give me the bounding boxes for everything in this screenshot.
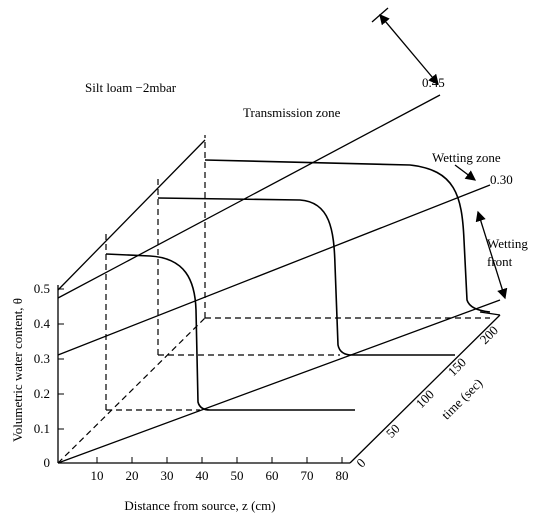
annotation: Wetting bbox=[487, 236, 528, 251]
y-tick-label: 0.4 bbox=[34, 316, 51, 331]
annotation: 0.30 bbox=[490, 172, 513, 187]
x-tick-label: 80 bbox=[336, 468, 349, 483]
x-tick-label: 40 bbox=[196, 468, 209, 483]
t-tick-label: 100 bbox=[413, 387, 437, 411]
x-tick-label: 60 bbox=[266, 468, 279, 483]
t-axis-label: time (sec) bbox=[438, 375, 485, 422]
x-tick-label: 20 bbox=[126, 468, 139, 483]
y-tick-label: 0.1 bbox=[34, 421, 50, 436]
annotation: Transmission zone bbox=[243, 105, 341, 120]
annotation: 0.45 bbox=[422, 75, 445, 90]
snapshots bbox=[105, 135, 491, 411]
y-tick-label: 0 bbox=[44, 455, 51, 470]
y-axis-label: Volumetric water content, θ bbox=[10, 298, 25, 442]
x-axis-label: Distance from source, z (cm) bbox=[124, 498, 275, 513]
t-tick-label: 150 bbox=[445, 355, 469, 379]
y-tick-label: 0.5 bbox=[34, 281, 50, 296]
annotation: Wetting zone bbox=[432, 150, 501, 165]
title: Silt loam −2mbar bbox=[85, 80, 177, 95]
annotation: front bbox=[487, 254, 513, 269]
y-tick-label: 0.2 bbox=[34, 386, 50, 401]
x-tick-label: 30 bbox=[161, 468, 174, 483]
t-tick-label: 50 bbox=[383, 421, 403, 441]
t-tick-label: 0 bbox=[353, 455, 368, 470]
x-tick-label: 10 bbox=[91, 468, 104, 483]
axes bbox=[57, 94, 501, 464]
x-tick-label: 50 bbox=[231, 468, 244, 483]
arrows bbox=[371, 7, 508, 300]
x-tick-label: 70 bbox=[301, 468, 314, 483]
t-tick-label: 200 bbox=[477, 323, 501, 347]
y-tick-label: 0.3 bbox=[34, 351, 50, 366]
